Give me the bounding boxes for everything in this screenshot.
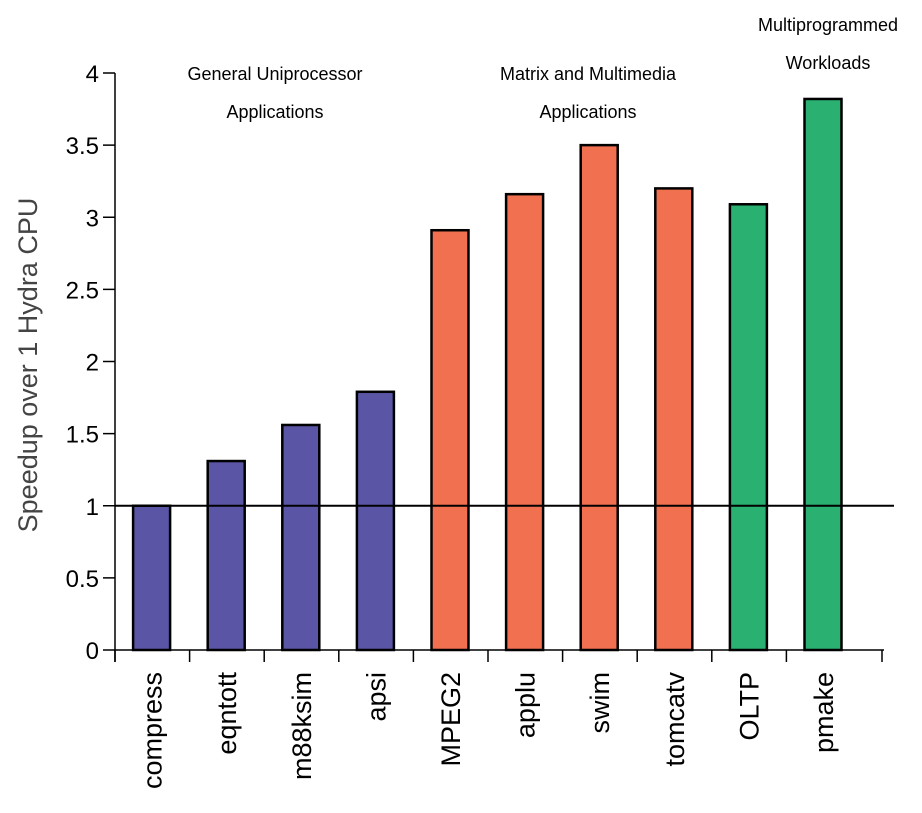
bar-m88ksim (281, 423, 321, 652)
bar-eqntott (206, 459, 246, 652)
y-tick-label: 2 (86, 350, 99, 377)
y-tick-label: 2.5 (66, 277, 99, 304)
group-label-line: Applications (226, 102, 323, 122)
x-tick-label: eqntott (212, 672, 242, 755)
y-tick-labels: 0 0.5 1 1.5 2 2.5 3 3.5 4 (66, 61, 99, 665)
group-label-line: Multiprogrammed (758, 15, 898, 35)
x-tick-label: pmake (809, 672, 839, 753)
group-label-line: Matrix and Multimedia (500, 64, 677, 84)
bar-apsi (355, 390, 396, 652)
y-tick-label: 0 (86, 638, 99, 665)
x-tick-label: applu (511, 672, 541, 738)
x-tick-label: MPEG2 (436, 672, 466, 767)
bar-applu (504, 192, 545, 652)
y-tick-label: 1 (86, 494, 99, 521)
group-labels: General Uniprocessor Applications Matrix a… (187, 15, 898, 122)
y-tick-label: 3.5 (66, 133, 99, 160)
group-label-line: General Uniprocessor (187, 64, 362, 84)
x-tick-label: m88ksim (287, 672, 317, 780)
group-label-line: Applications (539, 102, 636, 122)
group-label-line: Workloads (786, 53, 871, 73)
y-tick-label: 0.5 (66, 566, 99, 593)
y-tick-label: 1.5 (66, 422, 99, 449)
y-tick-label: 3 (86, 205, 99, 232)
bar-MPEG2 (430, 228, 470, 652)
x-tick-label: apsi (361, 672, 391, 722)
x-tick-label: OLTP (734, 672, 764, 741)
y-axis-label: Speedup over 1 Hydra CPU (13, 198, 43, 533)
bar-pmake (803, 97, 843, 652)
bar-OLTP (728, 203, 769, 652)
bar-compress (131, 504, 172, 652)
bar-tomcatv (654, 187, 694, 652)
x-tick-label: swim (585, 672, 615, 734)
bars (131, 97, 843, 652)
y-tick-label: 4 (86, 61, 99, 88)
bar-swim (579, 143, 619, 652)
x-tick-label: tomcatv (660, 672, 690, 767)
x-tick-labels: compress eqntott m88ksim apsi MPEG2 applu swim… (138, 672, 839, 790)
x-tick-label: compress (138, 672, 168, 789)
